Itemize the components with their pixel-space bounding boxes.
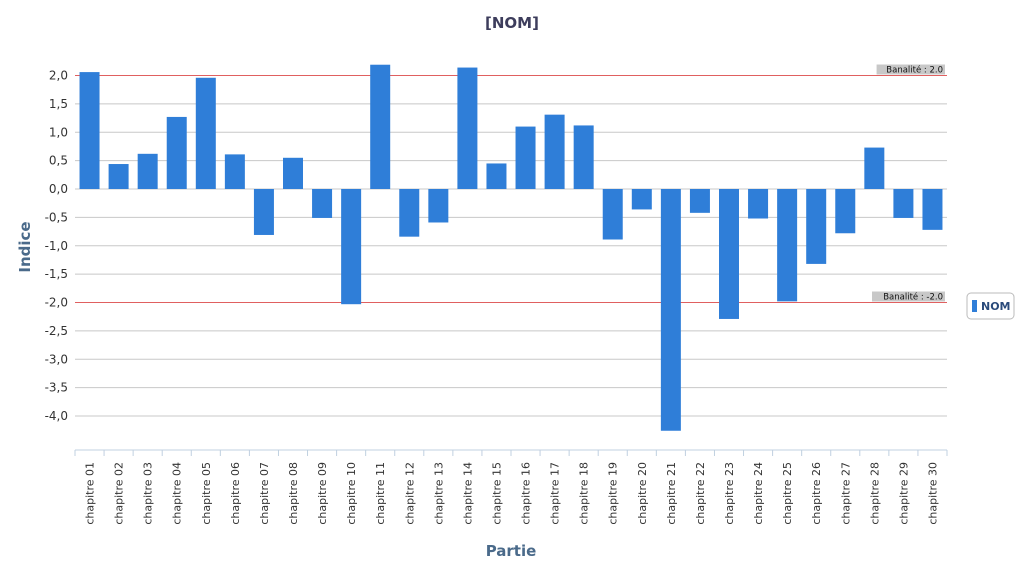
reference-label-bg — [872, 291, 945, 302]
x-tick-label: chapitre 02 — [113, 462, 126, 525]
bar[interactable] — [457, 67, 478, 189]
reference-label: Banalité : 2.0 — [886, 65, 943, 76]
x-tick-label: chapitre 29 — [897, 462, 910, 525]
x-tick-label: chapitre 26 — [810, 462, 823, 525]
gridlines — [75, 75, 947, 417]
x-tick-label: chapitre 17 — [549, 462, 562, 525]
x-tick-label: chapitre 01 — [84, 462, 97, 525]
reference-lines: Banalité : 2.0 Banalité : -2.0 — [75, 64, 947, 303]
y-tick-label: 0,0 — [49, 182, 68, 196]
x-tick-label: chapitre 27 — [839, 462, 852, 525]
bar[interactable] — [660, 189, 681, 431]
reference-label: Banalité : -2.0 — [883, 292, 943, 303]
bar[interactable] — [341, 189, 362, 305]
x-tick-label: chapitre 08 — [287, 462, 300, 525]
bar[interactable] — [689, 189, 710, 213]
x-tick-label: chapitre 10 — [345, 462, 358, 525]
y-tick-label: 1,5 — [49, 97, 68, 111]
x-tick-label: chapitre 09 — [316, 462, 329, 525]
bar[interactable] — [864, 147, 885, 189]
y-tick-label: -4,0 — [45, 409, 68, 423]
y-axis-title: Indice — [16, 221, 34, 272]
x-tick-label: chapitre 21 — [665, 462, 678, 525]
legend-box — [966, 292, 1015, 320]
x-tick-label: chapitre 16 — [520, 462, 533, 525]
y-tick-label: 1,0 — [49, 125, 68, 139]
bar[interactable] — [835, 189, 856, 234]
bar[interactable] — [748, 189, 769, 219]
x-tick-label: chapitre 04 — [171, 462, 184, 525]
bar[interactable] — [602, 189, 623, 240]
y-axis-ticks: 2,0 1,5 1,0 0,5 0,0 -0,5 -1,0 -1,5 -2,0 -2,5 -3,0 -… — [45, 69, 68, 424]
x-tick-label: chapitre 18 — [578, 462, 591, 525]
bar[interactable] — [893, 189, 914, 218]
bar-series — [79, 64, 943, 431]
bar[interactable] — [283, 157, 303, 189]
legend-label: NOM — [981, 300, 1011, 313]
bar[interactable] — [777, 189, 798, 302]
legend[interactable]: NOM — [966, 292, 1015, 320]
bar[interactable] — [922, 189, 943, 230]
x-tick-label: chapitre 28 — [868, 462, 881, 525]
y-tick-label: -2,5 — [45, 324, 68, 338]
bar[interactable] — [137, 153, 158, 189]
chart-title: [NOM] — [485, 14, 539, 32]
bar[interactable] — [806, 189, 827, 264]
y-tick-label: -1,5 — [45, 267, 68, 281]
x-tick-label: chapitre 23 — [723, 462, 736, 525]
y-tick-label: -0,5 — [45, 210, 68, 224]
y-tick-label: -3,0 — [45, 352, 68, 366]
y-tick-label: -2,0 — [45, 296, 68, 310]
y-tick-label: -3,5 — [45, 381, 68, 395]
bar[interactable] — [631, 189, 652, 210]
x-tick-label: chapitre 30 — [926, 462, 939, 525]
bar[interactable] — [719, 189, 739, 319]
legend-swatch — [972, 300, 977, 312]
y-tick-label: 0,5 — [49, 154, 68, 168]
x-tick-label: chapitre 13 — [432, 462, 445, 525]
x-tick-label: chapitre 19 — [607, 462, 620, 525]
x-tick-label: chapitre 25 — [781, 462, 794, 525]
y-tick-label: 2,0 — [49, 69, 68, 83]
x-tick-label: chapitre 11 — [374, 462, 387, 525]
x-tick-label: chapitre 22 — [694, 462, 707, 525]
bar[interactable] — [312, 189, 333, 218]
bar[interactable] — [108, 164, 129, 189]
x-tick-label: chapitre 24 — [752, 462, 765, 525]
bar[interactable] — [195, 77, 216, 189]
x-tick-label: chapitre 05 — [200, 462, 213, 525]
bar[interactable] — [166, 116, 187, 189]
x-axis-title: Partie — [486, 542, 537, 560]
y-tick-label: -1,0 — [45, 239, 68, 253]
reference-label-bg — [876, 64, 945, 75]
x-tick-label: chapitre 06 — [229, 462, 242, 525]
bar[interactable] — [486, 163, 507, 189]
x-axis: chapitre 01 chapitre 02 chapitre 03 chapitr… — [74, 449, 948, 525]
x-tick-label: chapitre 03 — [142, 462, 155, 525]
bar[interactable] — [544, 114, 565, 189]
x-tick-label: chapitre 15 — [490, 462, 503, 525]
bar[interactable] — [399, 189, 420, 237]
x-tick-label: chapitre 12 — [403, 462, 416, 525]
bar[interactable] — [253, 189, 274, 235]
x-tick-label: chapitre 20 — [636, 462, 649, 525]
bar[interactable] — [515, 126, 536, 189]
bar[interactable] — [573, 125, 594, 189]
bar[interactable] — [428, 189, 449, 223]
x-tick-label: chapitre 07 — [258, 462, 271, 525]
x-tick-label: chapitre 14 — [461, 462, 474, 525]
bar[interactable] — [79, 72, 100, 189]
bar[interactable] — [370, 64, 391, 189]
bar[interactable] — [224, 154, 245, 189]
